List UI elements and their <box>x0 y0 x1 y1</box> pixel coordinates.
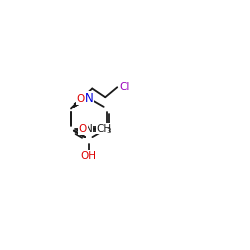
Text: Cl: Cl <box>120 82 130 92</box>
Text: CH: CH <box>96 124 111 134</box>
Text: OH: OH <box>81 150 97 161</box>
Text: O: O <box>79 124 87 134</box>
Text: 3: 3 <box>106 128 111 134</box>
Text: N: N <box>85 124 93 134</box>
Text: O: O <box>77 94 85 104</box>
Text: N: N <box>84 92 93 105</box>
